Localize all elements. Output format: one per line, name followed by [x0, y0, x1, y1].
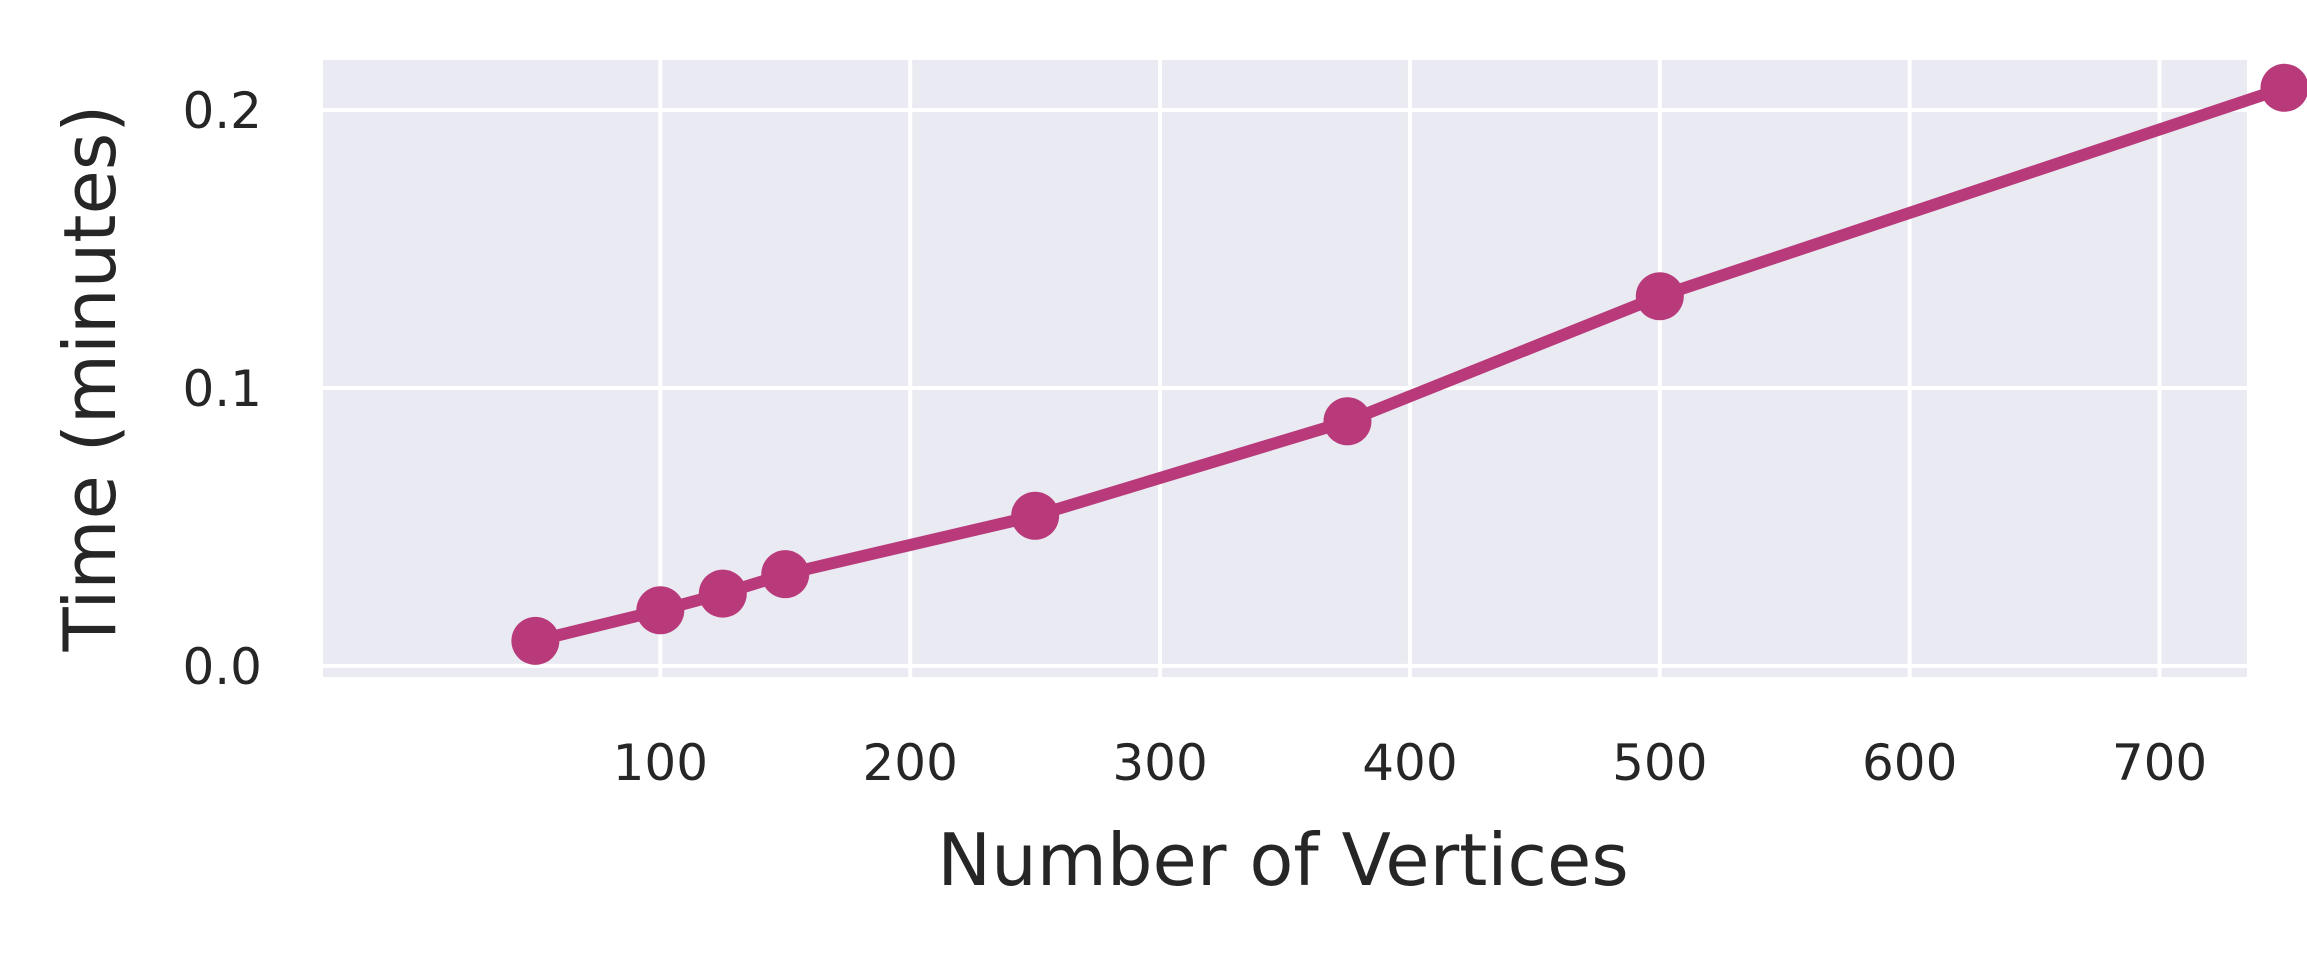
y-tick-label: 0.0 [182, 638, 262, 696]
y-axis-label: Time (minutes) [48, 105, 132, 653]
data-point [1635, 272, 1684, 321]
grid-lines [323, 60, 2247, 677]
data-point [636, 586, 685, 635]
x-tick-label: 300 [1112, 734, 1207, 792]
x-axis-label: Number of Vertices [937, 818, 1629, 902]
data-point [1011, 491, 1060, 540]
y-tick-labels: 0.0 0.1 0.2 [182, 82, 262, 696]
data-point [698, 569, 747, 618]
x-tick-label: 600 [1862, 734, 1957, 792]
plot-area [323, 60, 2247, 677]
x-tick-label: 400 [1362, 734, 1457, 792]
x-tick-label: 100 [613, 734, 708, 792]
series-group [511, 63, 2307, 665]
data-point [761, 550, 810, 599]
x-tick-labels: 100 200 300 400 500 600 700 [613, 734, 2208, 792]
x-tick-label: 200 [862, 734, 957, 792]
data-point [511, 616, 560, 665]
data-point [1323, 397, 1372, 446]
x-tick-label: 700 [2112, 734, 2207, 792]
x-tick-label: 500 [1612, 734, 1707, 792]
data-point [2260, 63, 2307, 112]
y-tick-label: 0.1 [182, 360, 262, 418]
y-tick-label: 0.2 [182, 82, 262, 140]
